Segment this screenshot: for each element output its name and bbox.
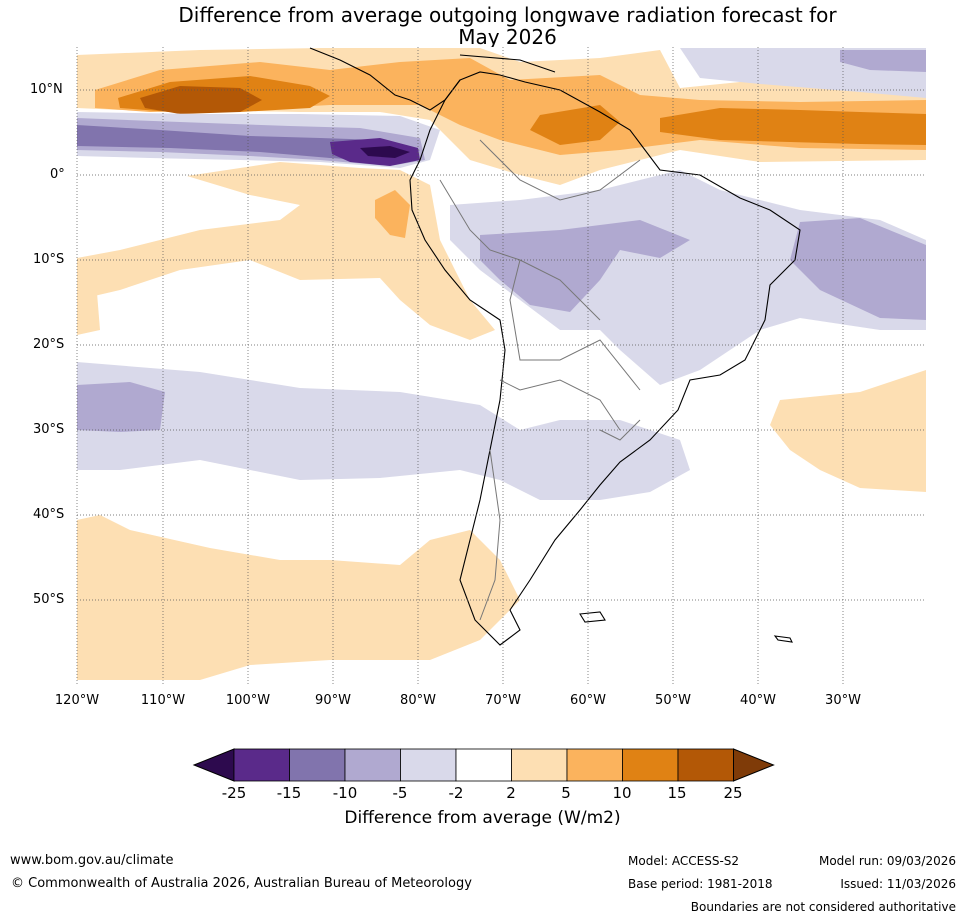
lon-label-110w: 110°W bbox=[140, 693, 186, 708]
colorbar-arrow-low bbox=[192, 748, 235, 782]
map-gridlines bbox=[76, 47, 926, 685]
border-line bbox=[599, 419, 641, 441]
colorbar-tick: -10 bbox=[332, 784, 358, 802]
colorbar-tick: 5 bbox=[561, 784, 571, 802]
colorbar-tick: 10 bbox=[612, 784, 632, 802]
lat-label-20s: 20°S bbox=[33, 337, 65, 352]
anomaly-positive-north-peak bbox=[140, 86, 262, 114]
colorbar-label: Difference from average (W/m2) bbox=[344, 808, 621, 828]
colorbar-swatch bbox=[566, 748, 623, 782]
footer-model-run: Model run: 09/03/2026 bbox=[818, 854, 956, 868]
colorbar-tick: -15 bbox=[276, 784, 302, 802]
lon-label-120w: 120°W bbox=[54, 693, 100, 708]
anomaly-positive-south-atlantic bbox=[770, 370, 926, 492]
colorbar-tick: 2 bbox=[506, 784, 516, 802]
title-line-1: Difference from average outgoing longwav… bbox=[178, 3, 837, 27]
coastline-south-georgia bbox=[773, 635, 793, 643]
footer-website: www.bom.gov.au/climate bbox=[10, 853, 174, 868]
colorbar-swatch bbox=[677, 748, 734, 782]
lat-label-10s: 10°S bbox=[33, 252, 65, 267]
lon-label-50w: 50°W bbox=[655, 693, 691, 708]
lon-label-70w: 70°W bbox=[485, 693, 521, 708]
footer-issued: Issued: 11/03/2026 bbox=[840, 877, 956, 891]
border-line bbox=[479, 139, 641, 201]
anomaly-negative-equatorial-peak bbox=[360, 146, 410, 158]
colorbar-swatch bbox=[400, 748, 457, 782]
anomaly-positive-west-edge bbox=[77, 262, 100, 335]
lat-label-50s: 50°S bbox=[33, 592, 65, 607]
colorbar-tick: -5 bbox=[392, 784, 408, 802]
border-line bbox=[439, 179, 601, 321]
footer-base-period: Base period: 1981-2018 bbox=[628, 877, 773, 891]
anomaly-field bbox=[77, 47, 926, 685]
colorbar-swatch bbox=[233, 748, 290, 782]
anomaly-negative-subtropical-core bbox=[77, 382, 165, 432]
anomaly-positive-southern-pacific bbox=[77, 515, 520, 680]
colorbar-tick: -25 bbox=[221, 784, 247, 802]
lon-label-80w: 80°W bbox=[400, 693, 436, 708]
colorbar-tick: 25 bbox=[723, 784, 743, 802]
lon-label-90w: 90°W bbox=[315, 693, 351, 708]
lat-label-40s: 40°S bbox=[33, 507, 65, 522]
lat-label-30s: 30°S bbox=[33, 422, 65, 437]
colorbar-swatch bbox=[455, 748, 512, 782]
anomaly-negative-amazon-core bbox=[480, 218, 926, 320]
colorbar-tick: -2 bbox=[448, 784, 464, 802]
anomaly-positive-north-strong bbox=[118, 76, 926, 145]
coastline-falklands bbox=[579, 611, 606, 623]
colorbar-arrow-high bbox=[733, 748, 775, 782]
colorbar bbox=[192, 748, 775, 782]
country-borders bbox=[439, 139, 641, 621]
lon-label-100w: 100°W bbox=[225, 693, 271, 708]
lon-label-40w: 40°W bbox=[740, 693, 776, 708]
border-line bbox=[499, 379, 621, 431]
footer-model: Model: ACCESS-S2 bbox=[628, 854, 740, 868]
anomaly-negative-northeast-core bbox=[840, 50, 926, 72]
colorbar-swatch bbox=[511, 748, 568, 782]
border-line bbox=[509, 259, 641, 391]
lat-label-0: 0° bbox=[50, 167, 65, 182]
title-line-2: May 2026 bbox=[458, 25, 557, 49]
map-title: Difference from average outgoing longwav… bbox=[0, 4, 965, 48]
coastline-south-america bbox=[409, 71, 801, 646]
coastline-central-america bbox=[309, 47, 461, 111]
colorbar-swatch bbox=[622, 748, 679, 782]
border-line bbox=[479, 449, 501, 621]
colorbar-swatch bbox=[289, 748, 346, 782]
lon-label-30w: 30°W bbox=[825, 693, 861, 708]
colorbar-swatch bbox=[344, 748, 401, 782]
coastlines bbox=[309, 47, 801, 646]
lat-label-10n: 10°N bbox=[30, 82, 63, 97]
coastline-cuba bbox=[459, 54, 556, 73]
lon-label-60w: 60°W bbox=[570, 693, 606, 708]
anomaly-negative-subtropical bbox=[77, 362, 690, 500]
anomaly-positive-tropical-core bbox=[375, 190, 410, 238]
footer-copyright: © Commonwealth of Australia 2026, Austra… bbox=[11, 876, 472, 891]
colorbar-tick: 15 bbox=[667, 784, 687, 802]
footer-disclaimer: Boundaries are not considered authoritat… bbox=[690, 900, 956, 914]
